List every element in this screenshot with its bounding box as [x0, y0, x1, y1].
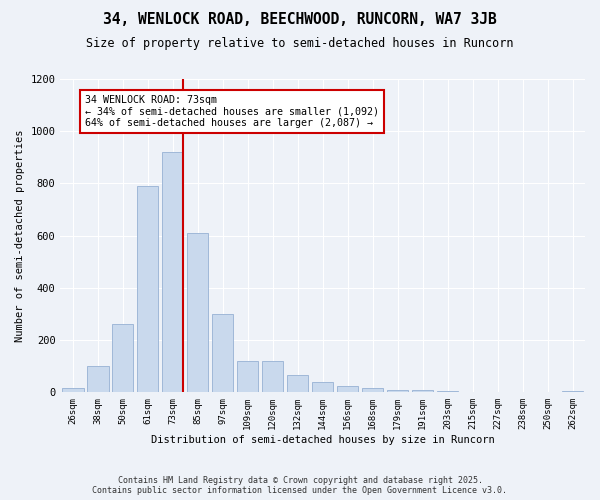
Y-axis label: Number of semi-detached properties: Number of semi-detached properties	[15, 130, 25, 342]
Bar	[212, 314, 233, 392]
Bar	[362, 388, 383, 392]
Text: 34 WENLOCK ROAD: 73sqm
← 34% of semi-detached houses are smaller (1,092)
64% of : 34 WENLOCK ROAD: 73sqm ← 34% of semi-det…	[85, 94, 379, 128]
Bar	[412, 390, 433, 392]
Bar	[137, 186, 158, 392]
Text: 34, WENLOCK ROAD, BEECHWOOD, RUNCORN, WA7 3JB: 34, WENLOCK ROAD, BEECHWOOD, RUNCORN, WA…	[103, 12, 497, 28]
Text: Size of property relative to semi-detached houses in Runcorn: Size of property relative to semi-detach…	[86, 38, 514, 51]
Bar	[562, 391, 583, 392]
Bar	[337, 386, 358, 392]
X-axis label: Distribution of semi-detached houses by size in Runcorn: Distribution of semi-detached houses by …	[151, 435, 494, 445]
Bar	[387, 390, 408, 392]
Bar	[112, 324, 133, 392]
Bar	[237, 361, 259, 392]
Bar	[62, 388, 83, 392]
Bar	[87, 366, 109, 392]
Bar	[287, 376, 308, 392]
Text: Contains HM Land Registry data © Crown copyright and database right 2025.
Contai: Contains HM Land Registry data © Crown c…	[92, 476, 508, 495]
Bar	[162, 152, 184, 392]
Bar	[312, 382, 334, 392]
Bar	[437, 391, 458, 392]
Bar	[187, 233, 208, 392]
Bar	[262, 361, 283, 392]
